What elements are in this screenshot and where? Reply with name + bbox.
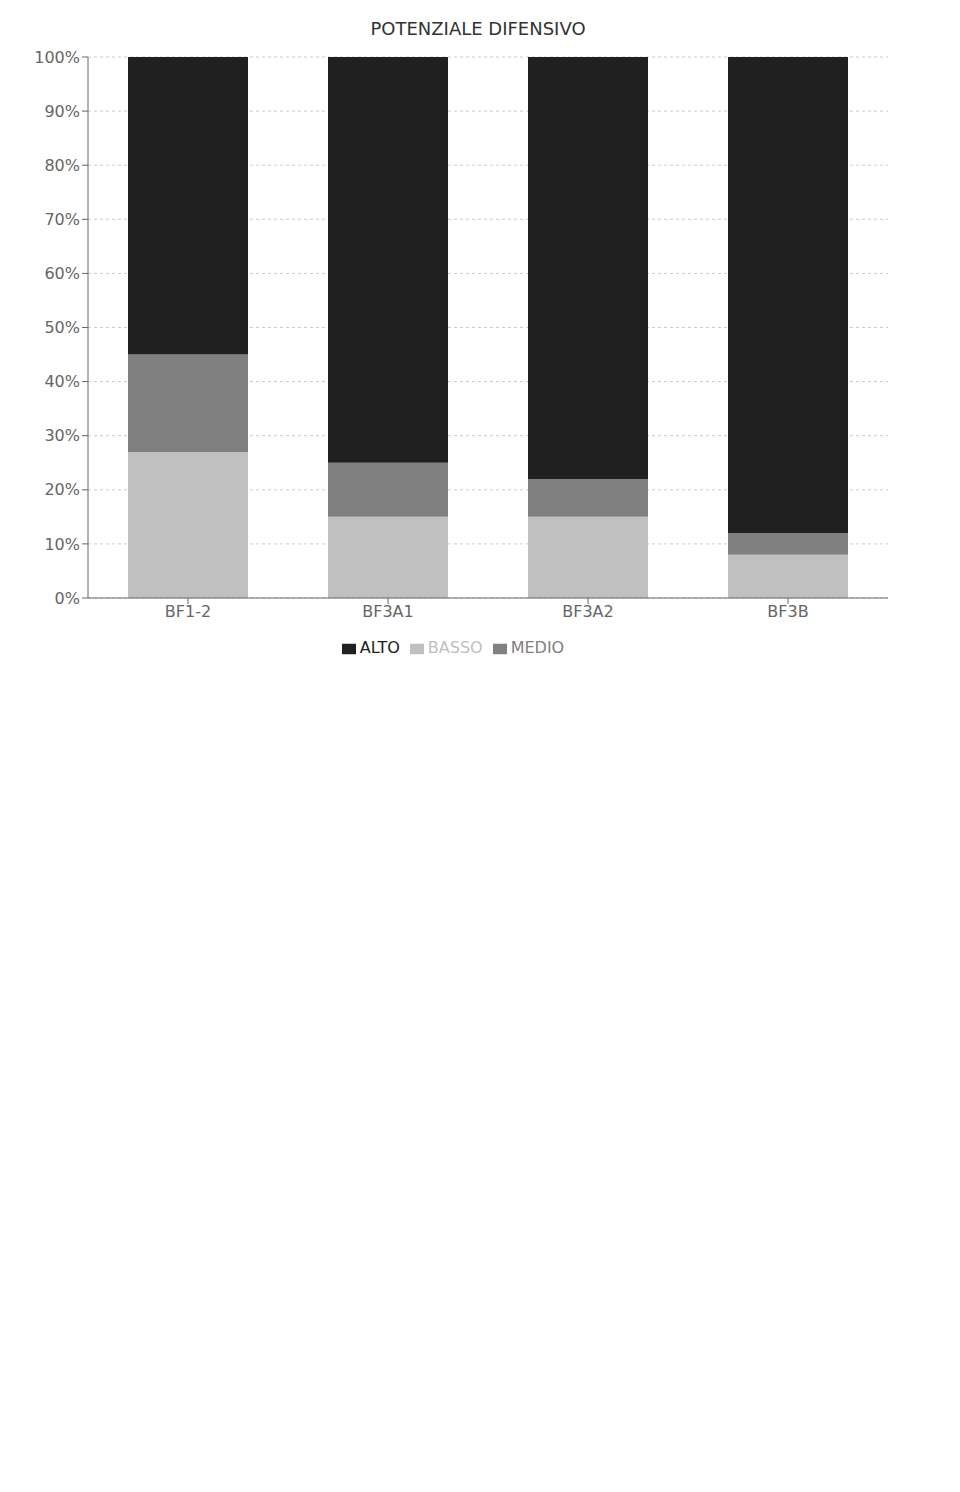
svg-text:40%: 40% xyxy=(44,372,80,391)
svg-text:50%: 50% xyxy=(44,318,80,337)
html-text:BASSO: BASSO xyxy=(427,638,483,657)
svg-text:70%: 70% xyxy=(44,210,80,229)
svg-text:60%: 60% xyxy=(44,264,80,283)
svg-text:30%: 30% xyxy=(44,426,80,445)
svg-text:BF3A2: BF3A2 xyxy=(562,602,613,621)
svg-text:BF1-2: BF1-2 xyxy=(165,602,211,621)
svg-text:0%: 0% xyxy=(55,589,80,608)
svg-text:80%: 80% xyxy=(44,156,80,175)
svg-text:20%: 20% xyxy=(44,480,80,499)
svg-text:90%: 90% xyxy=(44,102,80,121)
html-text:ALTO: ALTO xyxy=(359,638,400,657)
svg-text:BF3B: BF3B xyxy=(767,602,808,621)
svg-text:BF3A1: BF3A1 xyxy=(362,602,413,621)
svg-text:10%: 10% xyxy=(44,535,80,554)
html-text:POTENZIALE DIFENSIVO: POTENZIALE DIFENSIVO xyxy=(370,18,586,39)
svg-text:100%: 100% xyxy=(34,48,80,67)
html-text:MEDIO: MEDIO xyxy=(510,638,565,657)
